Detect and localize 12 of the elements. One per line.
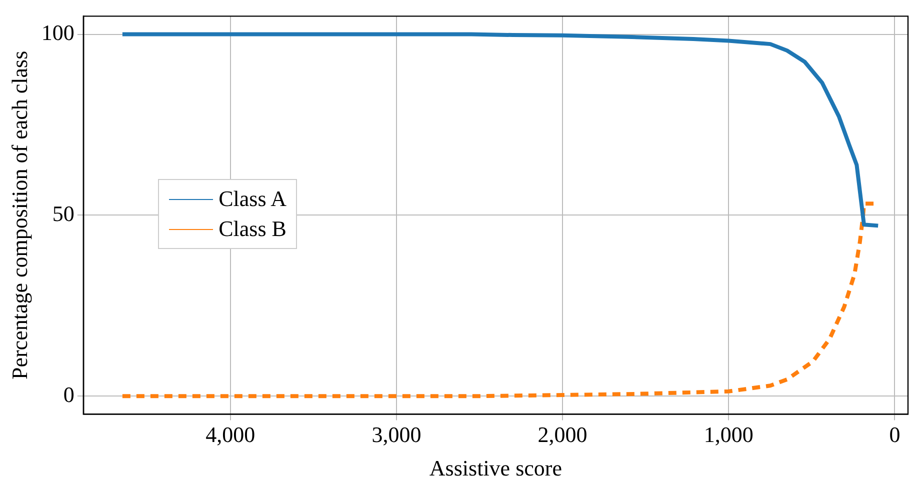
y-tick-label: 50 — [52, 200, 74, 226]
y-axis-title: Percentage composition of each class — [6, 50, 32, 380]
x-tick-label: 3,000 — [372, 422, 422, 448]
y-tick-label: 100 — [41, 20, 74, 46]
x-axis-title: Assistive score — [429, 456, 562, 481]
x-tick-label: 0 — [889, 422, 900, 448]
legend-label: Class A — [218, 185, 286, 214]
legend-label: Class B — [218, 215, 286, 244]
x-tick-label: 1,000 — [704, 422, 754, 448]
y-tick-label: 0 — [63, 382, 74, 407]
x-tick-label: 4,000 — [206, 422, 256, 448]
x-tick-label: 2,000 — [538, 422, 588, 448]
